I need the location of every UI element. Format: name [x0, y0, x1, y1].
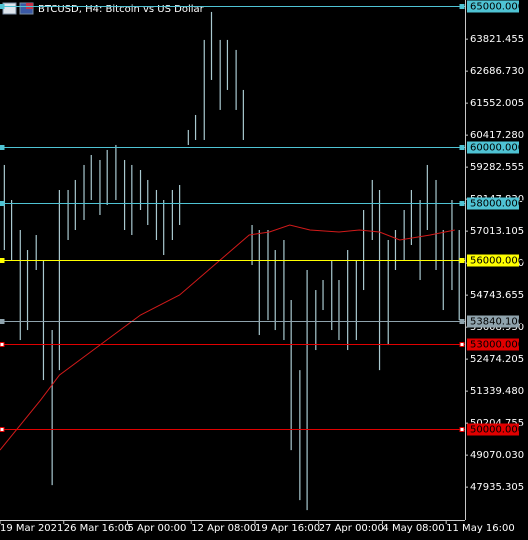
level-label-box — [467, 0, 519, 13]
level-label-box — [467, 423, 519, 436]
x-tick-label: 19 Apr 16:00 — [255, 523, 320, 534]
x-tick-label: 11 May 16:00 — [446, 523, 515, 534]
y-tick-label: 57013.105 — [470, 226, 524, 237]
x-tick-label: 27 Apr 00:00 — [319, 523, 384, 534]
x-tick-label: 5 Apr 00:00 — [127, 523, 186, 534]
level-handle — [459, 342, 465, 347]
x-tick-label: 19 Mar 2021 — [0, 523, 63, 534]
x-tick-label: 26 Mar 16:00 — [64, 523, 131, 534]
level-handle — [0, 258, 5, 263]
level-label: 56000.000 — [470, 256, 524, 267]
level-label-box — [467, 315, 519, 328]
y-tick-label: 59282.555 — [470, 162, 524, 173]
level-handle — [459, 319, 465, 324]
level-handle — [459, 258, 465, 263]
y-tick-label: 47935.305 — [470, 482, 524, 493]
y-tick-label: 53608.930 — [470, 322, 524, 333]
y-tick-label: 49070.030 — [470, 450, 524, 461]
level-handle — [0, 427, 5, 432]
moving-average — [0, 224, 455, 451]
y-tick-label: 54743.655 — [470, 290, 524, 301]
level-handle — [0, 342, 5, 347]
level-label-box — [467, 254, 519, 267]
x-tick-label: 4 May 08:00 — [382, 523, 444, 534]
level-handle — [459, 427, 465, 432]
level-label: 53840.106 — [470, 317, 524, 328]
chart-title: BTCUSD, H4: Bitcoin vs US Dollar — [38, 4, 205, 15]
x-tick-label: 12 Apr 08:00 — [191, 523, 256, 534]
level-handle — [459, 201, 465, 206]
y-tick-label: 60417.280 — [470, 130, 524, 141]
level-label: 58000.000 — [470, 199, 524, 210]
level-label-box — [467, 197, 519, 210]
level-label: 50000.000 — [470, 425, 524, 436]
level-label: 60000.000 — [470, 143, 524, 154]
level-handle — [0, 201, 5, 206]
level-label-box — [467, 141, 519, 154]
level-handle — [0, 319, 5, 324]
level-handle — [0, 145, 5, 150]
y-tick-label: 51339.480 — [470, 386, 524, 397]
y-tick-label: 52474.205 — [470, 354, 524, 365]
level-label: 65000.000 — [470, 2, 524, 13]
level-handle — [459, 4, 465, 9]
y-tick-label: 62686.730 — [470, 66, 524, 77]
level-label: 53000.000 — [470, 340, 524, 351]
level-handle — [459, 145, 465, 150]
y-tick-label: 63821.455 — [470, 34, 524, 45]
level-label-box — [467, 338, 519, 351]
level-handle — [0, 4, 5, 9]
y-tick-label: 61552.005 — [470, 98, 524, 109]
